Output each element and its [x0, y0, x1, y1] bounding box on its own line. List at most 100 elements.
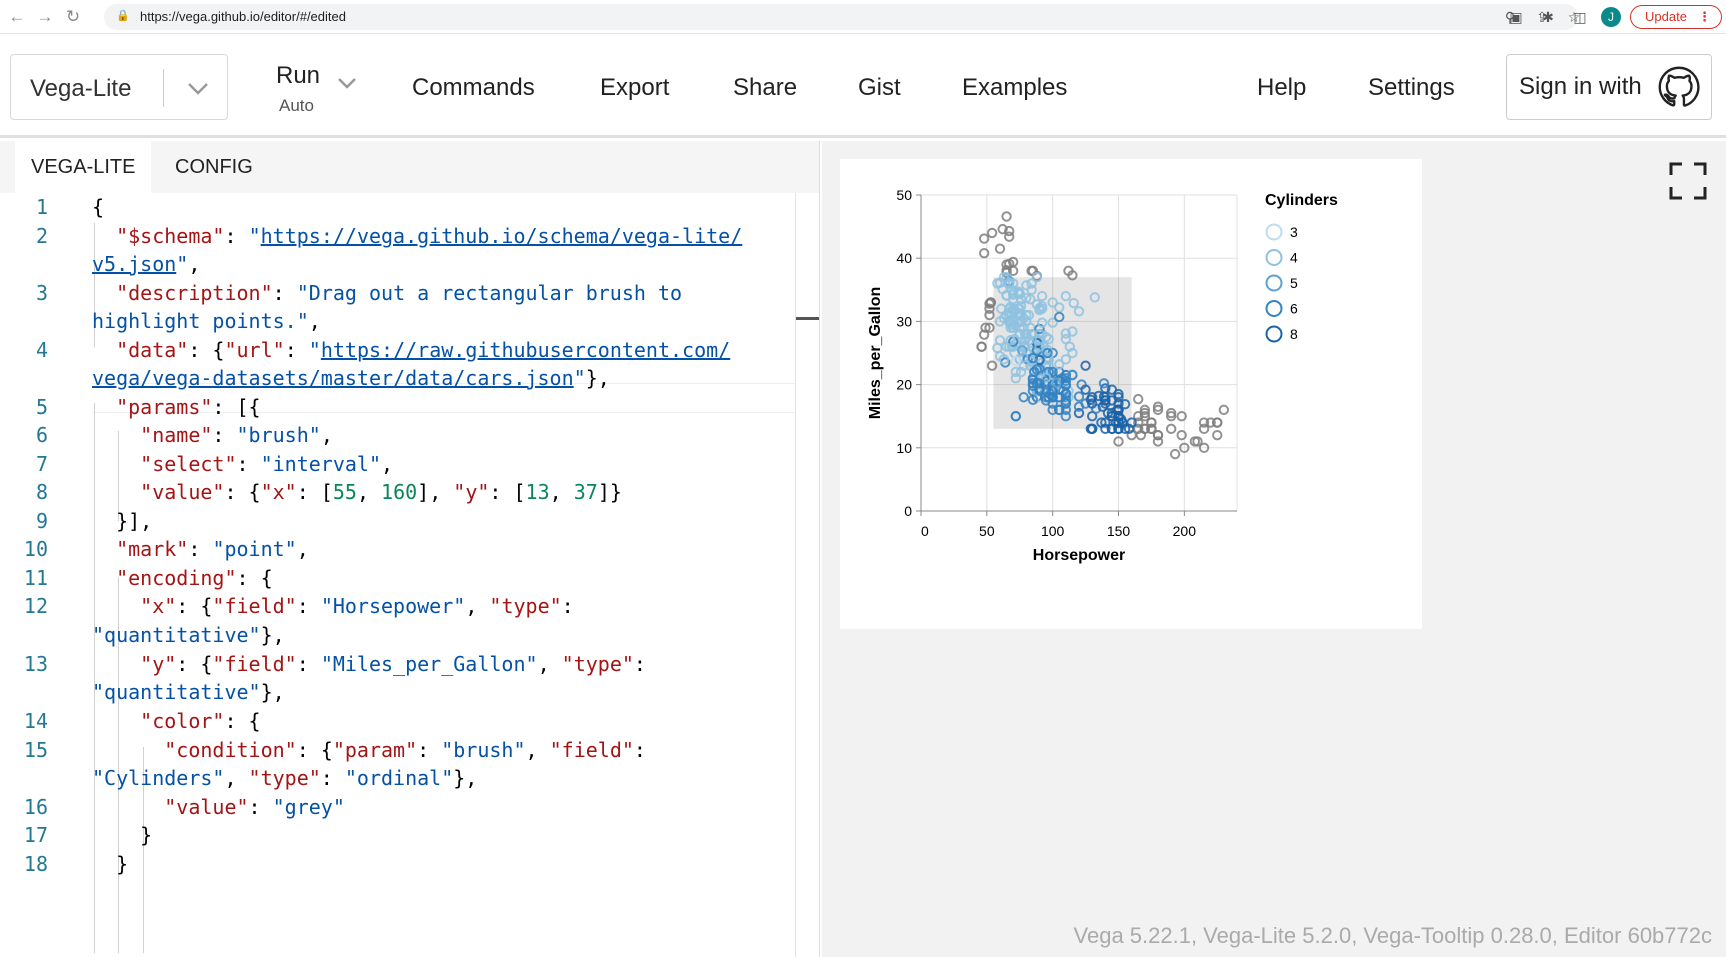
data-point[interactable] [1089, 292, 1101, 303]
data-point[interactable] [1139, 404, 1151, 416]
data-point[interactable] [1060, 333, 1072, 345]
code-line[interactable]: "select": "interval", [140, 452, 394, 476]
data-point[interactable] [1176, 411, 1187, 422]
data-point[interactable] [1119, 398, 1131, 410]
data-point[interactable] [1212, 429, 1223, 441]
data-point[interactable] [979, 247, 990, 259]
url-text[interactable]: https://vega.github.io/editor/#/edited [140, 9, 346, 24]
legend-label[interactable]: 5 [1290, 275, 1298, 291]
share-icon[interactable]: ⇪ [1536, 9, 1548, 25]
menu-commands[interactable]: Commands [412, 74, 535, 101]
legend-symbol[interactable] [1265, 274, 1283, 292]
data-point[interactable] [1054, 404, 1065, 416]
code-line[interactable]: "value": {"x": [55, 160], "y": [13, 37]} [140, 480, 622, 504]
data-point[interactable] [1106, 423, 1118, 435]
data-point[interactable] [1073, 306, 1085, 317]
code-line[interactable]: "y": {"field": "Miles_per_Gallon", "type… [140, 652, 646, 676]
data-point[interactable] [1015, 366, 1027, 378]
legend-symbol[interactable] [1265, 325, 1283, 343]
data-point[interactable] [1152, 404, 1164, 416]
data-point[interactable] [1152, 436, 1164, 447]
data-point[interactable] [1047, 366, 1058, 378]
tab-vega-lite[interactable]: VEGA-LITE [15, 141, 152, 193]
data-point[interactable] [1047, 317, 1058, 328]
data-point[interactable] [1010, 411, 1022, 422]
data-point[interactable] [1054, 302, 1065, 313]
data-point[interactable] [1026, 278, 1037, 289]
code-line[interactable]: "x": {"field": "Horsepower", "type": [140, 594, 574, 618]
code-line[interactable]: highlight points.", [92, 309, 321, 333]
data-point[interactable] [985, 297, 996, 308]
code-line[interactable]: "Cylinders", "type": "ordinal"}, [92, 766, 478, 790]
address-bar[interactable]: 🔒 https://vega.github.io/editor/#/edited… [104, 4, 1580, 30]
data-point[interactable] [1086, 423, 1098, 435]
menu-settings[interactable]: Settings [1368, 74, 1455, 101]
data-point[interactable] [1060, 398, 1072, 409]
data-point[interactable] [1026, 328, 1037, 340]
data-point[interactable] [1096, 417, 1107, 428]
scatter-chart[interactable]: 0 50 100 150 200 0 10 20 30 40 50 Horsepower Miles_p… [840, 159, 1422, 629]
data-point[interactable] [1034, 341, 1045, 352]
data-point[interactable] [1019, 328, 1031, 340]
data-point[interactable] [1067, 326, 1078, 337]
data-point[interactable] [1054, 359, 1065, 370]
data-point[interactable] [1097, 401, 1108, 412]
data-point[interactable] [1189, 436, 1201, 447]
data-point[interactable] [994, 316, 1006, 327]
data-point[interactable] [1036, 290, 1048, 302]
data-point[interactable] [1115, 414, 1127, 425]
code-line[interactable]: "quantitative"}, [92, 680, 285, 704]
data-point[interactable] [1068, 297, 1079, 309]
data-point[interactable] [1064, 341, 1075, 352]
data-point[interactable] [998, 354, 1010, 365]
data-point[interactable] [976, 341, 987, 352]
data-point[interactable] [1080, 360, 1091, 371]
data-point[interactable] [979, 329, 990, 340]
code-line[interactable]: "params": [{ [116, 395, 261, 419]
data-point[interactable] [1013, 303, 1024, 314]
data-point[interactable] [1010, 373, 1022, 384]
data-point[interactable] [1102, 407, 1114, 419]
data-point[interactable] [1036, 303, 1048, 314]
data-point[interactable] [1060, 404, 1072, 416]
data-point[interactable] [1119, 423, 1131, 435]
data-point[interactable] [1023, 309, 1035, 321]
data-point[interactable] [1060, 388, 1072, 399]
data-point[interactable] [997, 223, 1008, 235]
code-line[interactable]: "mark": "point", [116, 537, 309, 561]
data-point[interactable] [1036, 317, 1048, 328]
data-point[interactable] [1031, 364, 1043, 375]
data-point[interactable] [1205, 417, 1216, 428]
data-point[interactable] [984, 322, 995, 333]
code-line[interactable]: "description": "Drag out a rectangular b… [116, 281, 683, 305]
data-point[interactable] [1198, 423, 1210, 435]
menu-examples[interactable]: Examples [962, 74, 1068, 101]
legend-symbol[interactable] [1265, 223, 1283, 241]
data-point[interactable] [1054, 311, 1065, 323]
data-point[interactable] [1113, 423, 1124, 435]
code-line[interactable]: "encoding": { [116, 566, 273, 590]
data-point[interactable] [1179, 442, 1190, 453]
data-point[interactable] [1067, 369, 1078, 381]
data-point[interactable] [1004, 225, 1015, 237]
data-point[interactable] [1034, 335, 1045, 346]
data-point[interactable] [1146, 423, 1157, 435]
scrollbar-marker[interactable] [796, 317, 819, 320]
data-point[interactable] [1212, 417, 1223, 428]
data-point[interactable] [1018, 392, 1029, 403]
data-point[interactable] [1060, 411, 1072, 422]
data-point[interactable] [1010, 366, 1022, 378]
legend-label[interactable]: 4 [1290, 250, 1298, 266]
data-point[interactable] [1010, 356, 1022, 367]
data-point[interactable] [1044, 388, 1056, 400]
menu-share[interactable]: Share [733, 74, 798, 101]
code-line[interactable]: "value": "grey" [164, 795, 345, 819]
code-line[interactable]: } [92, 852, 129, 876]
data-point[interactable] [1165, 411, 1177, 422]
menu-export[interactable]: Export [600, 74, 670, 101]
back-icon[interactable]: ← [8, 7, 26, 26]
data-point[interactable] [1047, 404, 1058, 416]
data-point[interactable] [1139, 407, 1151, 419]
data-point[interactable] [1029, 366, 1040, 378]
data-point[interactable] [1042, 347, 1053, 359]
